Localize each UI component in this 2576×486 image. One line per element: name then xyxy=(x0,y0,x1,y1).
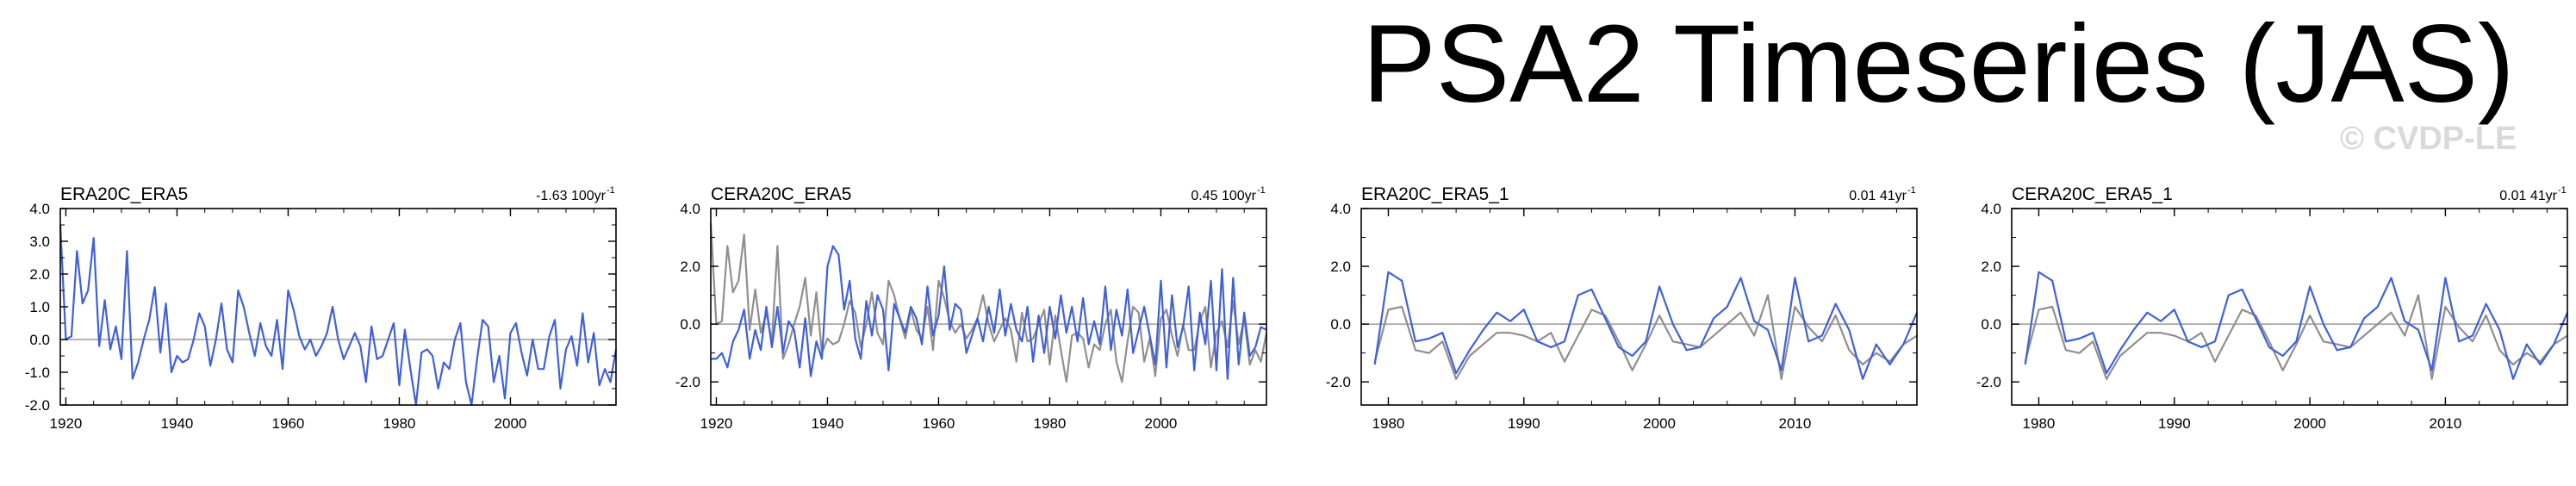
trend-label: 0.45 100yr xyxy=(1191,189,1256,203)
y-tick-label: 0.0 xyxy=(1330,316,1351,333)
plot-frame xyxy=(59,208,617,406)
x-tick-label: 1920 xyxy=(700,415,733,432)
y-tick-label: 2.0 xyxy=(29,266,50,283)
panel-title: ERA20C_ERA5 xyxy=(60,184,188,204)
panel-title: CERA20C_ERA5_1 xyxy=(2012,184,2173,204)
x-tick-label: 1940 xyxy=(812,415,844,432)
x-tick-label: 2000 xyxy=(495,415,527,432)
x-tick-label: 1990 xyxy=(1508,415,1540,432)
trend-superscript: -1 xyxy=(2558,185,2567,196)
trend-label: 0.01 41yr xyxy=(2499,189,2557,203)
y-tick-label: -1.0 xyxy=(25,364,50,381)
x-tick-label: 2000 xyxy=(2293,415,2326,432)
trend-superscript: -1 xyxy=(1907,185,1916,196)
series-line-primary xyxy=(1373,271,1919,380)
x-tick-label: 1960 xyxy=(272,415,305,432)
series-line-secondary xyxy=(1373,294,1918,380)
trend-superscript: -1 xyxy=(607,185,615,196)
panel-title: ERA20C_ERA5_1 xyxy=(1361,184,1509,204)
y-tick-label: 0.0 xyxy=(680,316,700,333)
x-tick-label: 2010 xyxy=(2430,415,2462,432)
x-tick-label: 1920 xyxy=(50,415,83,432)
y-tick-label: 4.0 xyxy=(680,201,700,217)
y-tick-label: 0.0 xyxy=(29,332,50,348)
series-line-secondary xyxy=(709,222,1268,383)
series-line-secondary xyxy=(2024,294,2568,380)
y-tick-label: 4.0 xyxy=(1981,201,2001,217)
series-line-primary xyxy=(711,245,1267,380)
y-tick-label: 1.0 xyxy=(29,299,50,315)
y-tick-label: 0.0 xyxy=(1981,316,2001,333)
trend-label: 0.01 41yr xyxy=(1849,189,1907,203)
y-tick-label: 2.0 xyxy=(1330,259,1351,275)
x-tick-label: 1960 xyxy=(923,415,955,432)
copyright-watermark: © CVDP-LE xyxy=(2340,121,2517,157)
plot-frame xyxy=(710,208,1267,406)
x-tick-label: 2010 xyxy=(1779,415,1812,432)
y-tick-label: -2.0 xyxy=(675,374,700,390)
y-tick-label: -2.0 xyxy=(25,397,50,414)
trend-superscript: -1 xyxy=(1257,185,1266,196)
series-line-primary xyxy=(2024,271,2569,380)
figure-title-text: PSA2 Timeseries (JAS) xyxy=(1362,3,2514,126)
plot-frame xyxy=(1360,208,1918,406)
series-line-primary xyxy=(59,224,618,407)
x-tick-label: 1990 xyxy=(2158,415,2191,432)
x-tick-label: 1940 xyxy=(161,415,194,432)
x-tick-label: 1980 xyxy=(1372,415,1405,432)
panel-title: CERA20C_ERA5 xyxy=(711,184,851,204)
figure-title: PSA2 Timeseries (JAS) xyxy=(1362,3,2514,126)
y-tick-label: -2.0 xyxy=(1326,374,1351,390)
chart-panel-4: CERA20C_ERA5_1 0.01 41yr -1 4.0 2.0 0.0 -2.0 19… xyxy=(1976,184,2569,432)
y-tick-label: 3.0 xyxy=(29,234,50,250)
y-tick-label: -2.0 xyxy=(1976,374,2001,390)
x-tick-label: 1980 xyxy=(2023,415,2056,432)
y-tick-label: 2.0 xyxy=(1981,259,2001,275)
x-tick-label: 1980 xyxy=(383,415,416,432)
chart-panel-3: ERA20C_ERA5_1 0.01 41yr -1 4.0 2.0 0.0 -2.0 198… xyxy=(1326,184,1919,432)
chart-panel-2: CERA20C_ERA5 0.45 100yr -1 4.0 2.0 0.0 -2.0 192… xyxy=(675,184,1268,432)
x-tick-label: 2000 xyxy=(1145,415,1178,432)
chart-panel-1: ERA20C_ERA5 -1.63 100yr -1 4.0 3.0 2.0 1.0 0.0 -… xyxy=(25,184,618,432)
y-tick-label: 2.0 xyxy=(680,259,700,275)
y-tick-label: 4.0 xyxy=(1330,201,1351,217)
x-tick-label: 2000 xyxy=(1643,415,1676,432)
plot-frame xyxy=(2011,208,2568,406)
trend-label: -1.63 100yr xyxy=(536,189,607,203)
y-tick-label: 4.0 xyxy=(29,201,50,217)
x-tick-label: 1980 xyxy=(1034,415,1067,432)
